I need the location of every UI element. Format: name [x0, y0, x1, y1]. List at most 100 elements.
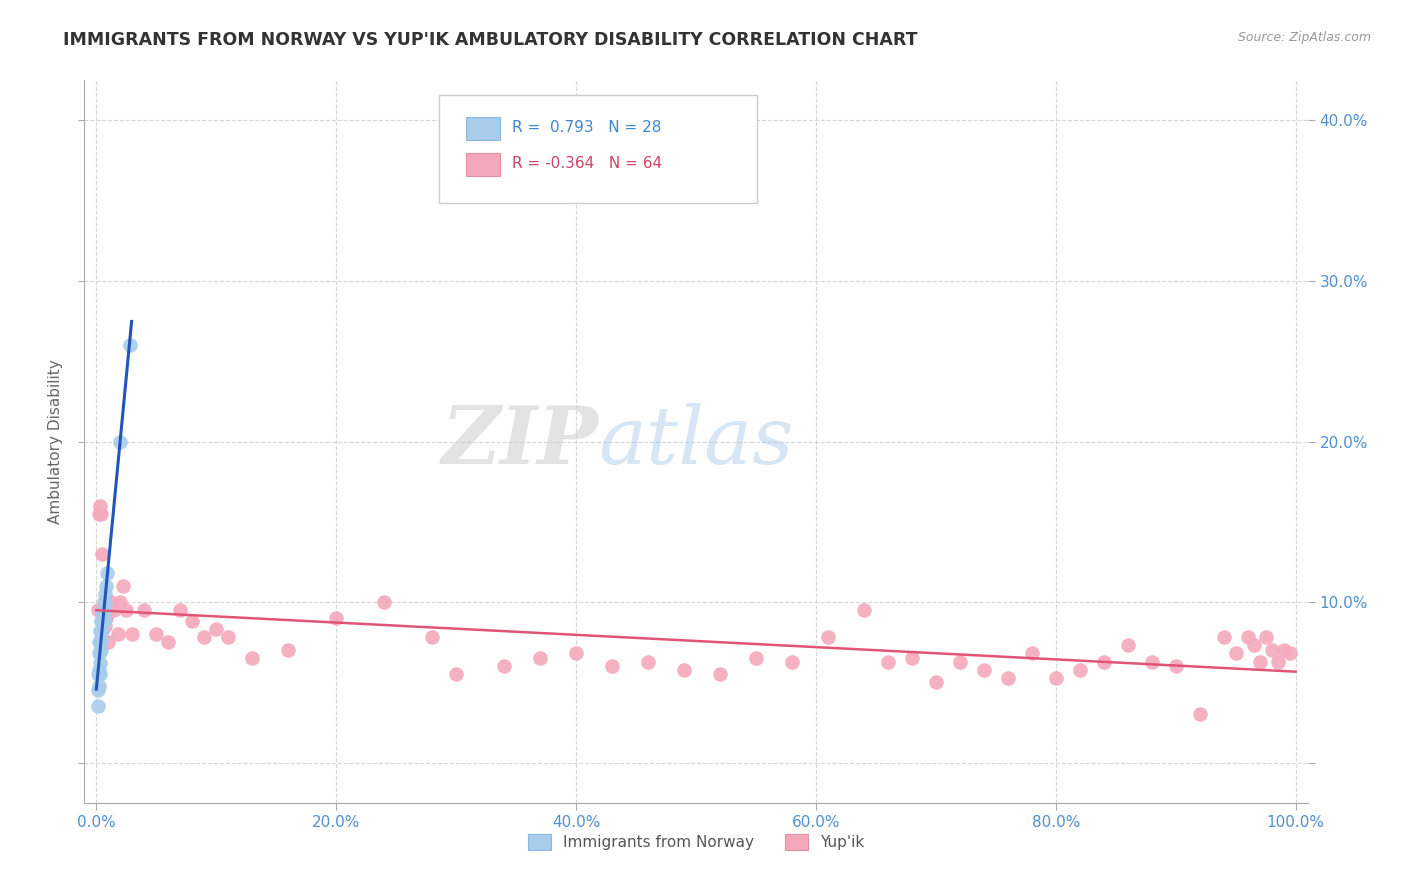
Point	[110, 434, 132, 449]
Point	[181, 615, 204, 629]
Point	[87, 507, 110, 521]
Point	[277, 643, 299, 657]
Point	[494, 659, 516, 673]
FancyBboxPatch shape	[439, 95, 758, 203]
Point	[86, 603, 108, 617]
Point	[217, 631, 239, 645]
Point	[86, 699, 108, 714]
Point	[115, 603, 138, 617]
Point	[87, 647, 110, 661]
Point	[949, 655, 972, 669]
Point	[1021, 647, 1043, 661]
Point	[637, 655, 659, 669]
Text: R = -0.364   N = 64: R = -0.364 N = 64	[513, 156, 662, 171]
Point	[103, 603, 125, 617]
Point	[420, 631, 443, 645]
Point	[1140, 655, 1163, 669]
Point	[87, 663, 110, 677]
Point	[86, 667, 108, 681]
Point	[87, 679, 110, 693]
Point	[852, 603, 875, 617]
Point	[96, 566, 118, 581]
Point	[997, 671, 1019, 685]
Point	[169, 603, 191, 617]
Point	[93, 597, 117, 611]
Point	[91, 624, 114, 638]
Point	[1225, 647, 1247, 661]
Point	[1045, 671, 1067, 685]
Point	[87, 635, 110, 649]
Point	[91, 547, 114, 561]
Point	[89, 656, 111, 670]
Legend: Immigrants from Norway, Yup'ik: Immigrants from Norway, Yup'ik	[522, 829, 870, 856]
Point	[94, 579, 117, 593]
Point	[91, 605, 114, 619]
Point	[193, 631, 215, 645]
Point	[780, 655, 803, 669]
Point	[90, 643, 112, 657]
Point	[901, 651, 924, 665]
Point	[1249, 655, 1271, 669]
Point	[97, 635, 120, 649]
Y-axis label: Ambulatory Disability: Ambulatory Disability	[48, 359, 63, 524]
Point	[529, 651, 551, 665]
FancyBboxPatch shape	[465, 117, 501, 140]
Point	[86, 683, 108, 698]
Point	[111, 579, 134, 593]
Point	[745, 651, 768, 665]
Point	[1188, 707, 1211, 722]
Point	[93, 615, 115, 629]
Point	[89, 624, 111, 638]
Point	[325, 611, 347, 625]
Text: IMMIGRANTS FROM NORWAY VS YUP'IK AMBULATORY DISABILITY CORRELATION CHART: IMMIGRANTS FROM NORWAY VS YUP'IK AMBULAT…	[63, 31, 918, 49]
Text: R =  0.793   N = 28: R = 0.793 N = 28	[513, 120, 662, 135]
Point	[90, 615, 112, 629]
Point	[134, 603, 156, 617]
Point	[973, 663, 995, 677]
Point	[1254, 631, 1277, 645]
Point	[205, 623, 228, 637]
Point	[876, 655, 898, 669]
Point	[1272, 643, 1295, 657]
Point	[1164, 659, 1187, 673]
Point	[1116, 639, 1139, 653]
Text: Source: ZipAtlas.com: Source: ZipAtlas.com	[1237, 31, 1371, 45]
FancyBboxPatch shape	[465, 153, 501, 177]
Point	[90, 507, 112, 521]
Point	[94, 611, 117, 625]
Point	[1260, 643, 1282, 657]
Point	[1267, 655, 1289, 669]
Point	[600, 659, 623, 673]
Point	[709, 667, 731, 681]
Point	[89, 499, 111, 513]
Point	[145, 627, 167, 641]
Point	[1278, 647, 1301, 661]
Point	[91, 615, 114, 629]
Point	[118, 338, 141, 352]
Point	[1069, 663, 1091, 677]
Point	[93, 605, 115, 619]
Point	[373, 595, 395, 609]
Point	[925, 675, 948, 690]
Point	[1212, 631, 1234, 645]
Point	[93, 587, 117, 601]
Point	[110, 595, 132, 609]
Point	[89, 633, 111, 648]
Point	[100, 595, 122, 609]
Point	[107, 627, 129, 641]
Point	[89, 645, 111, 659]
Point	[93, 595, 115, 609]
Point	[444, 667, 467, 681]
Point	[565, 647, 588, 661]
Point	[90, 624, 112, 638]
Text: ZIP: ZIP	[441, 403, 598, 480]
Point	[672, 663, 695, 677]
Point	[1236, 631, 1258, 645]
Point	[90, 633, 112, 648]
Point	[93, 619, 117, 633]
Text: atlas: atlas	[598, 403, 793, 480]
Point	[240, 651, 263, 665]
Point	[1243, 639, 1265, 653]
Point	[157, 635, 180, 649]
Point	[817, 631, 839, 645]
